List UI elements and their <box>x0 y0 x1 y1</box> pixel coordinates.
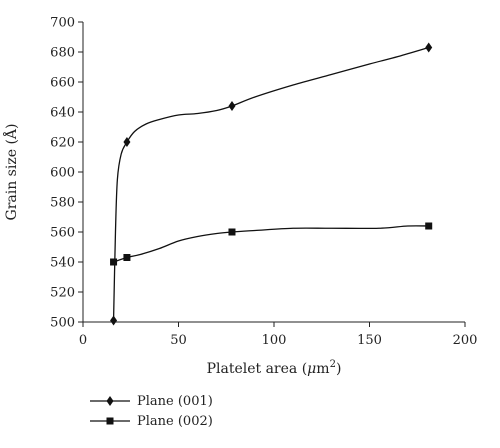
legend-item-plane-002: Plane (002) <box>90 414 213 429</box>
y-tick-label: 660 <box>50 76 75 91</box>
legend-label-002: Plane (002) <box>137 414 213 429</box>
y-tick-label: 540 <box>50 256 75 271</box>
x-axis-label-m: m <box>316 361 329 377</box>
y-tick-label: 620 <box>50 136 75 151</box>
plot-area: 500 520 540 560 580 600 620 640 660 680 700 0 50 100… <box>50 16 477 349</box>
y-axis-label: Grain size (Å) <box>2 124 20 221</box>
x-tick-label: 100 <box>262 333 287 348</box>
data-point-diamond <box>228 101 236 111</box>
y-tick-label: 700 <box>50 16 75 31</box>
y-tick-label: 580 <box>50 196 75 211</box>
series-line-2 <box>113 225 429 263</box>
x-ticks: 0 50 100 150 200 <box>79 322 478 348</box>
y-tick-label: 520 <box>50 286 75 301</box>
x-axis-label-main: Platelet area ( <box>207 361 308 377</box>
x-tick-label: 200 <box>453 333 478 348</box>
legend: Plane (001) Plane (002) <box>90 394 213 429</box>
x-tick-label: 0 <box>79 333 87 348</box>
x-axis-label: Platelet area (μm2) <box>207 359 342 377</box>
data-point-diamond <box>123 137 131 147</box>
series-line-1 <box>112 46 429 321</box>
data-point-square <box>425 222 433 230</box>
y-tick-label: 500 <box>50 316 75 331</box>
x-tick-label: 50 <box>170 333 187 348</box>
data-point-square <box>123 254 131 261</box>
legend-marker-diamond <box>106 396 114 406</box>
data-point-diamond <box>425 42 433 53</box>
legend-label-001: Plane (001) <box>137 394 213 409</box>
series-group <box>110 42 433 326</box>
y-tick-label: 640 <box>50 106 75 121</box>
y-ticks: 500 520 540 560 580 600 620 640 660 680 700 <box>50 16 83 331</box>
y-tick-label: 560 <box>50 226 75 241</box>
x-axis-label-close: ) <box>336 361 341 377</box>
legend-item-plane-001: Plane (001) <box>90 394 213 409</box>
y-tick-label: 680 <box>50 46 75 61</box>
x-axis-label-exp: 2 <box>330 359 336 370</box>
data-point-square <box>228 228 236 236</box>
data-point-diamond <box>110 315 118 326</box>
x-axis-label-mu: μ <box>307 361 316 377</box>
legend-marker-square <box>106 417 114 425</box>
x-tick-label: 150 <box>357 333 382 348</box>
y-tick-label: 600 <box>50 166 75 181</box>
data-point-square <box>110 258 118 266</box>
